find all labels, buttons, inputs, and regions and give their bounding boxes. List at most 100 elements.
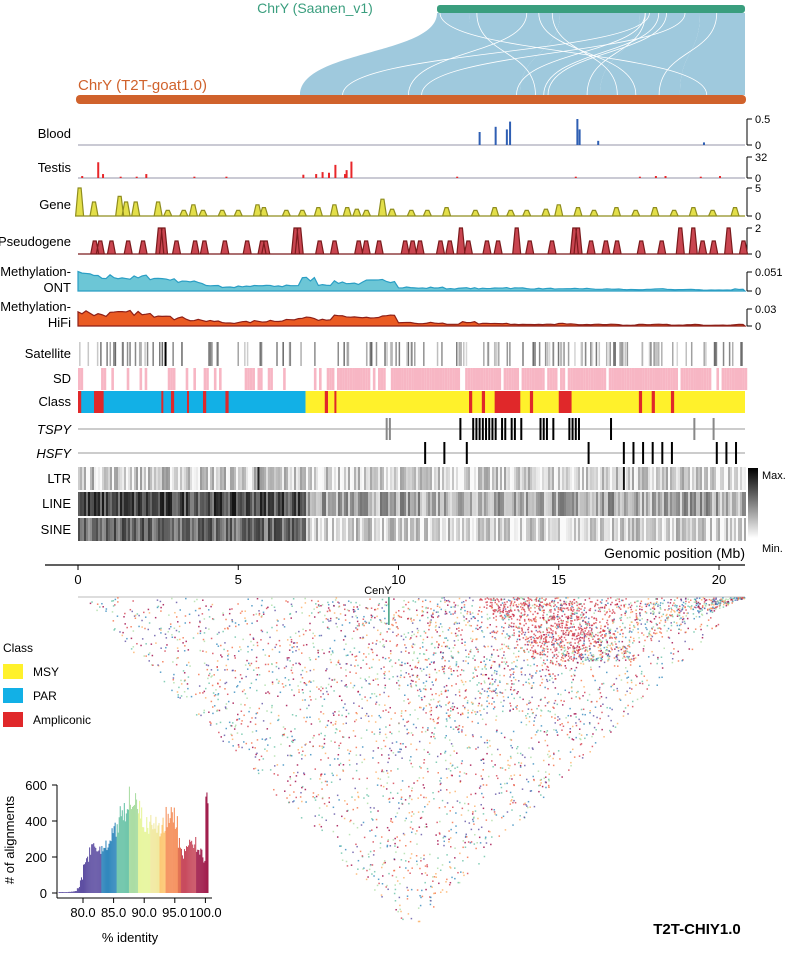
line-cell [632,492,634,516]
synteny-gap [586,12,646,96]
dotplot-point [469,842,472,844]
dotplot-point [420,896,422,899]
dotplot-point [611,644,614,646]
dotplot-point [563,613,566,616]
dotplot-point [255,660,258,663]
dotplot-point [522,631,524,634]
dotplot-point [210,722,212,725]
dotplot-point [551,643,553,646]
line-cell [652,492,654,516]
dotplot-point [555,729,557,732]
dotplot-point [722,600,725,602]
sine-cell [114,518,116,541]
dotplot-point [360,717,362,719]
satellite-mark [436,342,439,366]
dotplot-point [450,606,452,608]
dotplot-point [715,625,718,627]
ltr-cell [264,467,266,490]
dotplot-point [429,896,431,898]
dotplot-point [605,653,607,655]
dotplot-point [651,650,653,653]
line-cell [252,492,254,516]
dotplot-point [469,637,472,640]
sine-cell [182,518,184,541]
dotplot-point [499,609,501,611]
ltr-cell [624,467,626,490]
ltr-cell [257,467,260,490]
sine-cell [744,518,746,541]
dotplot-point [384,745,387,748]
dotplot-point [613,665,616,667]
dotplot-point [462,614,465,617]
dotplot-point [289,613,291,616]
dotplot-point [469,650,471,653]
dotplot-point [430,661,433,663]
sine-cell [350,518,352,541]
dotplot-point [453,750,455,752]
dotplot-point [488,617,491,619]
dotplot-point [599,638,601,641]
dotplot-point [365,622,367,624]
dotplot-point [401,606,404,608]
ltr-cell [220,467,222,490]
dotplot-point [481,599,483,601]
line-cell [544,492,546,516]
dotplot-point [557,644,559,646]
ltr-cell [134,467,136,490]
dotplot-point [301,612,303,614]
dotplot-point [550,624,552,627]
sine-cell [336,518,338,541]
dotplot-point [548,631,551,634]
dotplot-point [650,602,653,605]
dotplot-point [179,609,181,611]
dotplot-point [640,600,643,603]
dotplot-point [536,597,538,599]
dotplot-point [561,626,563,629]
dotplot-point [291,689,293,691]
dotplot-point [529,610,532,613]
dotplot-point [404,644,406,646]
ltr-cell [482,467,484,490]
dotplot-point [140,644,142,647]
dotplot-point [422,610,425,613]
ltr-cell [284,467,286,490]
dotplot-point [541,606,544,609]
dotplot-point [497,655,500,657]
dotplot-point [533,619,535,621]
ltr-cell [404,467,406,490]
dotplot-point [680,617,682,619]
dotplot-point [449,707,452,710]
sd-mark [475,368,479,390]
satellite-mark [314,342,316,366]
line-cell [366,492,368,516]
sine-cell [484,518,486,541]
t2t-chromosome-bar [76,95,746,104]
ltr-cell [696,467,698,490]
dotplot-point [553,753,555,756]
dotplot-point [670,622,672,624]
dotplot-point [626,650,629,653]
dotplot-point [463,606,466,608]
dotplot-point [392,839,395,841]
dotplot-point [472,817,475,819]
dotplot-point [546,645,548,648]
dotplot-point [315,658,317,661]
sine-cell [678,518,680,541]
dotplot-point [583,617,586,619]
dotplot-point [267,691,269,693]
dotplot-point [518,630,520,633]
dotplot-point [197,614,200,617]
synteny-ribbon [680,13,745,95]
dotplot-point [379,716,382,719]
dotplot-point [598,666,601,668]
dotplot-point [657,603,659,606]
dotplot-point [478,610,480,612]
ltr-cell [376,467,378,490]
dotplot-point [676,615,679,617]
ltr-cell [610,467,612,490]
dotplot-point [408,702,410,705]
dotplot-point [582,644,584,647]
dotplot-point [265,607,268,610]
dotplot-point [454,644,456,646]
dotplot-point [585,659,587,661]
